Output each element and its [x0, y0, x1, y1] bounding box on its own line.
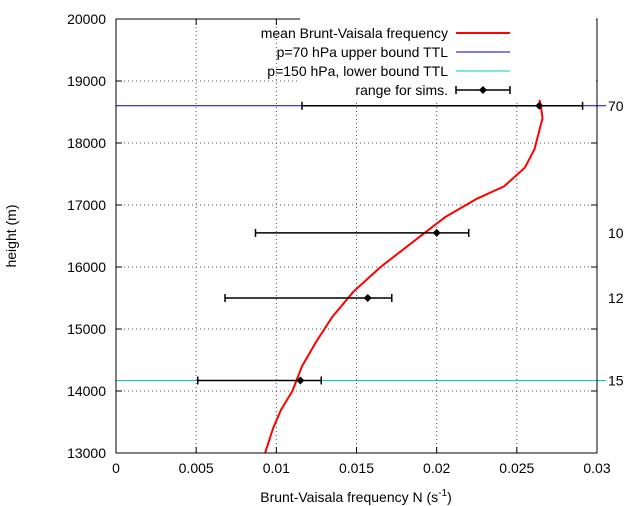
- x-tick-label: 0.005: [179, 460, 214, 476]
- legend: mean Brunt-Vaisala frequency p=70 hPa up…: [261, 14, 596, 100]
- x-tick-label: 0.01: [263, 460, 290, 476]
- y-tick-labels: 13000 14000 15000 16000 17000 18000 19000 20000: [67, 11, 106, 461]
- right-label: 12: [608, 290, 624, 306]
- error-bar: [224, 294, 393, 302]
- legend-label-upper: p=70 hPa upper bound TTL: [277, 44, 449, 60]
- error-bar: [197, 376, 322, 385]
- x-tick-label: 0: [112, 460, 120, 476]
- legend-background: [300, 14, 596, 100]
- y-axis-title: height (m): [3, 204, 19, 267]
- y-tick-label: 18000: [67, 135, 106, 151]
- legend-label-lower: p=150 hPa, lower bound TTL: [267, 63, 448, 79]
- right-label: 15: [608, 372, 624, 388]
- y-tick-label: 19000: [67, 73, 106, 89]
- x-tick-label: 0.03: [583, 460, 610, 476]
- legend-swatch-range: [455, 86, 511, 94]
- legend-label-range: range for sims.: [355, 82, 448, 98]
- right-label: 10: [608, 225, 624, 241]
- y-tick-label: 14000: [67, 383, 106, 399]
- y-tick-label: 17000: [67, 197, 106, 213]
- x-tick-label: 0.015: [339, 460, 374, 476]
- error-bar-point: [432, 228, 441, 237]
- y-tick-label: 16000: [67, 259, 106, 275]
- error-bar: [254, 228, 470, 237]
- right-label: 70: [608, 98, 624, 114]
- x-tick-labels: 0 0.005 0.01 0.015 0.02 0.025 0.03: [112, 460, 611, 476]
- x-axis-title: Brunt-Vaisala frequency N (s-1): [260, 488, 452, 505]
- reference-lines: [116, 105, 606, 381]
- legend-label-mean: mean Brunt-Vaisala frequency: [261, 25, 448, 41]
- error-bar: [301, 101, 584, 110]
- y-tick-label: 20000: [67, 11, 106, 27]
- error-bar-point: [363, 294, 372, 302]
- y-tick-label: 15000: [67, 321, 106, 337]
- x-tick-label: 0.02: [423, 460, 450, 476]
- y-tick-label: 13000: [67, 445, 106, 461]
- error-bar-point: [535, 101, 544, 110]
- legend-range-point: [479, 86, 487, 94]
- error-bar-point: [296, 376, 305, 385]
- error-bars: [197, 101, 584, 385]
- x-tick-label: 0.025: [499, 460, 534, 476]
- right-labels: 70 10 12 15: [608, 98, 624, 389]
